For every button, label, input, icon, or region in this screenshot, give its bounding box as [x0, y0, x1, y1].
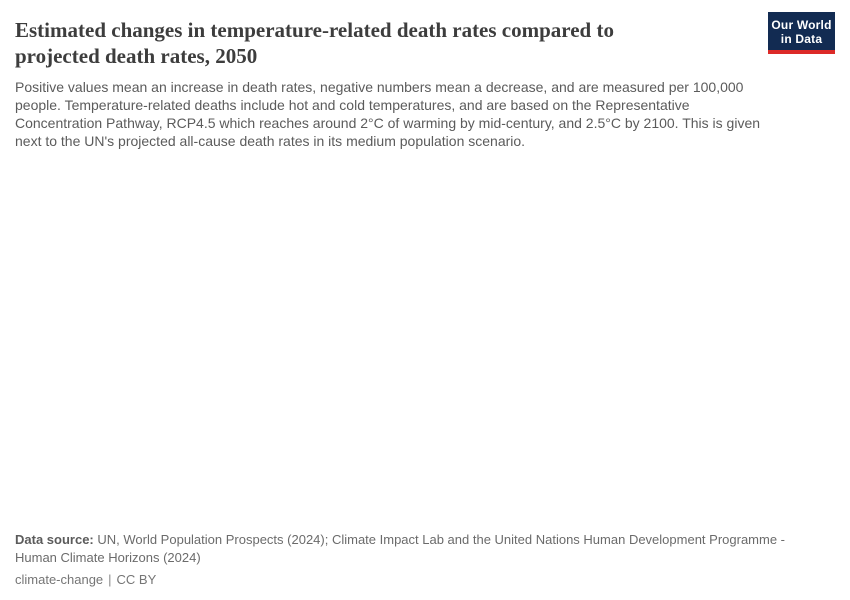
- subtitle-line: people. Temperature-related deaths inclu…: [15, 97, 690, 113]
- chart-subtitle: Positive values mean an increase in deat…: [15, 78, 835, 150]
- topic-tag-link[interactable]: climate-change: [15, 572, 104, 587]
- subtitle-line: next to the UN's projected all-cause dea…: [15, 133, 526, 149]
- chart-plot-area-empty: [15, 155, 835, 520]
- title-line-2: projected death rates, 2050: [15, 44, 258, 68]
- data-source-label: Data source:: [15, 532, 94, 547]
- owid-logo-line-1: Our World: [771, 18, 832, 32]
- owid-logo[interactable]: Our World in Data: [768, 12, 835, 54]
- owid-logo-line-2: in Data: [780, 32, 823, 46]
- header: Estimated changes in temperature-related…: [15, 12, 835, 69]
- cc-by-license-link[interactable]: CC BY: [116, 572, 157, 587]
- data-source-line-1: Data source: UN, World Population Prospe…: [15, 531, 835, 549]
- page-title: Estimated changes in temperature-related…: [15, 17, 768, 69]
- subtitle-line: Concentration Pathway, RCP4.5 which reac…: [15, 115, 761, 131]
- data-source-text: UN, World Population Prospects (2024); C…: [93, 532, 785, 547]
- license-separator: |: [108, 572, 112, 587]
- title-line-1: Estimated changes in temperature-related…: [15, 18, 614, 42]
- subtitle-line: Positive values mean an increase in deat…: [15, 79, 744, 95]
- footer: Data source: UN, World Population Prospe…: [15, 531, 835, 588]
- data-source-line-2: Human Climate Horizons (2024): [15, 550, 201, 565]
- license-row: climate-change | CC BY: [15, 571, 835, 588]
